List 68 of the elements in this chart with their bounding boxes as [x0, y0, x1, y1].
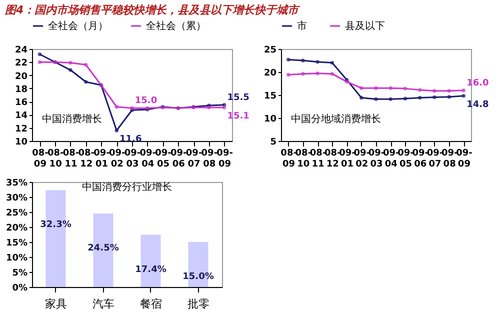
data-label: 24.5%	[88, 244, 119, 254]
data-label: 16.0	[466, 78, 489, 88]
x-tick-label: 08-12	[324, 148, 342, 170]
y-tick-label: 14	[14, 111, 28, 122]
y-tick-label: 20	[14, 72, 28, 82]
y-tick-label: 25	[264, 46, 276, 56]
x-tick-label: 09-03	[368, 148, 385, 170]
y-tick-label: 20%	[6, 224, 28, 234]
data-label: 32.3%	[40, 220, 72, 230]
x-tick-label: 09-09	[456, 148, 473, 170]
x-tick-label: 09-05	[155, 148, 172, 170]
annotation: 中国消费增长	[42, 113, 102, 125]
y-tick-label: 35%	[6, 178, 28, 188]
y-tick-label: 10%	[6, 254, 28, 264]
y-tick-label: 30%	[6, 194, 28, 204]
x-tick-label: 08-11	[310, 148, 326, 170]
x-tick-label: 09-04	[140, 148, 156, 170]
x-tick-label: 08-09	[32, 148, 49, 170]
data-label: 14.8	[466, 100, 489, 110]
x-tick-label: 09-02	[354, 148, 370, 170]
y-tick-label: 10	[264, 114, 276, 124]
y-tick-label: 5	[270, 138, 276, 148]
x-tick-label: 汽车	[92, 298, 114, 310]
data-label: 17.4%	[135, 264, 166, 275]
y-tick-label: 10	[14, 138, 28, 148]
x-tick-label: 09-01	[94, 148, 110, 170]
x-tick-label: 08-11	[62, 148, 80, 170]
x-tick-label: 08-09	[280, 148, 298, 170]
chart-title: 中国消费分行业增长	[82, 181, 172, 193]
x-tick-label: 09-03	[124, 148, 141, 170]
y-tick-label: 18	[14, 84, 28, 95]
x-tick-label: 09-05	[398, 148, 414, 170]
y-tick-label: 15	[264, 92, 276, 102]
legend-label: 全社会（月）	[48, 20, 108, 32]
chart-title: 图4：国内市场销售平稳较快增长，县及县以下增长快于城市	[4, 4, 301, 16]
y-tick-label: 15%	[6, 238, 28, 248]
y-tick-label: 20	[264, 68, 276, 78]
y-tick-label: 25%	[6, 208, 28, 218]
x-tick-label: 09-06	[412, 148, 429, 170]
x-tick-label: 09-06	[170, 148, 188, 170]
x-tick-label: 09-02	[108, 148, 126, 170]
legend-label: 市	[297, 20, 307, 32]
x-tick-label: 餐宿	[140, 298, 162, 310]
y-tick-label: 5%	[12, 268, 28, 278]
x-tick-label: 09-08	[201, 148, 218, 170]
x-tick-label: 08-12	[78, 148, 95, 170]
data-label: 15.0	[134, 96, 158, 106]
y-tick-label: 0%	[12, 284, 28, 294]
x-tick-label: 09-04	[382, 148, 400, 170]
x-tick-label: 09-09	[216, 148, 234, 170]
legend-label: 县及以下	[345, 20, 385, 32]
y-tick-label: 16	[14, 98, 28, 108]
x-tick-label: 09-01	[339, 148, 356, 170]
legend-label: 全社会（累）	[146, 20, 206, 32]
x-tick-label: 08-10	[47, 148, 64, 170]
x-tick-label: 09-07	[186, 148, 202, 170]
y-tick-label: 22	[14, 58, 28, 69]
x-tick-label: 08-10	[295, 148, 312, 170]
data-label: 15.5	[227, 92, 250, 103]
data-label: 15.0%	[182, 272, 214, 282]
x-tick-label: 09-07	[426, 148, 444, 170]
y-tick-label: 12	[14, 124, 28, 134]
x-tick-label: 09-08	[441, 148, 458, 170]
data-label: 15.1	[227, 111, 250, 122]
x-tick-label: 家具	[44, 298, 67, 310]
y-tick-label: 24	[14, 46, 28, 56]
annotation: 中国分地域消费增长	[291, 113, 381, 125]
x-tick-label: 批零	[187, 298, 210, 310]
